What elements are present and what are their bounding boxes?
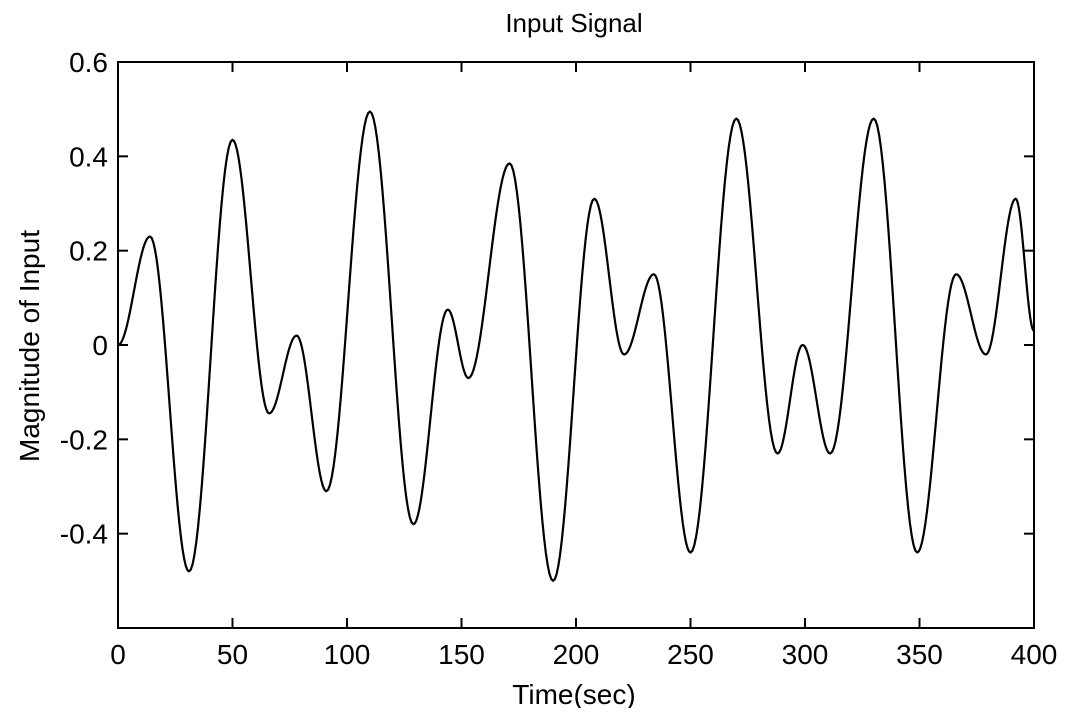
x-tick-label: 300 xyxy=(782,639,829,670)
x-tick-label: 50 xyxy=(217,639,248,670)
x-tick-label: 150 xyxy=(438,639,485,670)
y-tick-label: 0.2 xyxy=(69,236,108,267)
chart-title: Input Signal xyxy=(505,8,642,38)
x-tick-label: 100 xyxy=(324,639,371,670)
y-tick-label: 0 xyxy=(92,330,108,361)
x-tick-label: 0 xyxy=(110,639,126,670)
y-tick-label: -0.2 xyxy=(60,424,108,455)
y-tick-label: -0.4 xyxy=(60,519,108,550)
series-group xyxy=(117,110,1035,582)
x-tick-label: 400 xyxy=(1011,639,1058,670)
y-tick-label: 0.4 xyxy=(69,141,108,172)
x-tick-label: 250 xyxy=(667,639,714,670)
x-tick-label: 350 xyxy=(896,639,943,670)
x-axis-label: Time(sec) xyxy=(512,679,635,708)
series-line-0 xyxy=(117,110,1035,582)
y-axis-label: Magnitude of Input xyxy=(14,230,45,462)
axis-tick-labels: 0 50 100 150 200 250 300 350 400 0.6 0.4 0.2 0 -0.2 -0… xyxy=(60,47,1058,670)
x-tick-label: 200 xyxy=(553,639,600,670)
y-tick-label: 0.6 xyxy=(69,47,108,78)
axis-ticks xyxy=(117,61,1035,628)
